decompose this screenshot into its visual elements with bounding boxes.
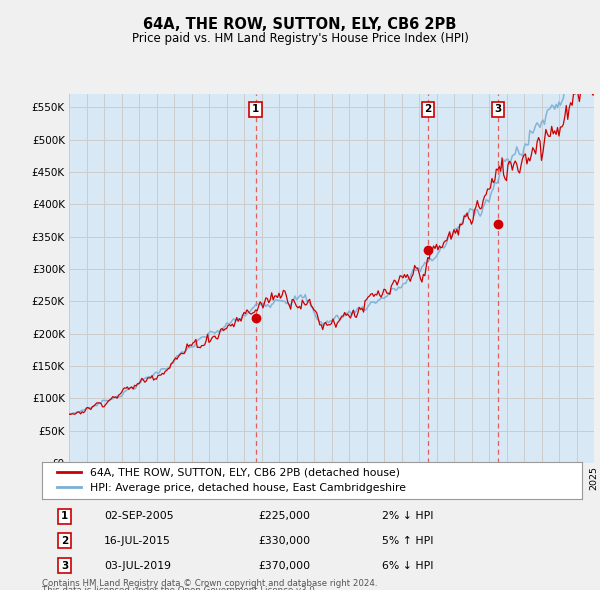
Text: 2: 2 [424, 104, 431, 114]
Text: £370,000: £370,000 [258, 560, 310, 571]
Text: 6% ↓ HPI: 6% ↓ HPI [382, 560, 434, 571]
Text: 02-SEP-2005: 02-SEP-2005 [104, 512, 174, 521]
Text: 5% ↑ HPI: 5% ↑ HPI [382, 536, 434, 546]
Text: 3: 3 [494, 104, 502, 114]
Text: 3: 3 [61, 560, 68, 571]
Legend: 64A, THE ROW, SUTTON, ELY, CB6 2PB (detached house), HPI: Average price, detache: 64A, THE ROW, SUTTON, ELY, CB6 2PB (deta… [53, 463, 410, 497]
Text: 1: 1 [61, 512, 68, 521]
Text: 16-JUL-2015: 16-JUL-2015 [104, 536, 171, 546]
Text: Price paid vs. HM Land Registry's House Price Index (HPI): Price paid vs. HM Land Registry's House … [131, 32, 469, 45]
Text: This data is licensed under the Open Government Licence v3.0.: This data is licensed under the Open Gov… [42, 586, 317, 590]
Text: 1: 1 [252, 104, 259, 114]
Text: 03-JUL-2019: 03-JUL-2019 [104, 560, 171, 571]
Text: £225,000: £225,000 [258, 512, 310, 521]
Text: 2% ↓ HPI: 2% ↓ HPI [382, 512, 434, 521]
Text: Contains HM Land Registry data © Crown copyright and database right 2024.: Contains HM Land Registry data © Crown c… [42, 579, 377, 588]
Text: 2: 2 [61, 536, 68, 546]
Text: £330,000: £330,000 [258, 536, 310, 546]
Text: 64A, THE ROW, SUTTON, ELY, CB6 2PB: 64A, THE ROW, SUTTON, ELY, CB6 2PB [143, 17, 457, 31]
